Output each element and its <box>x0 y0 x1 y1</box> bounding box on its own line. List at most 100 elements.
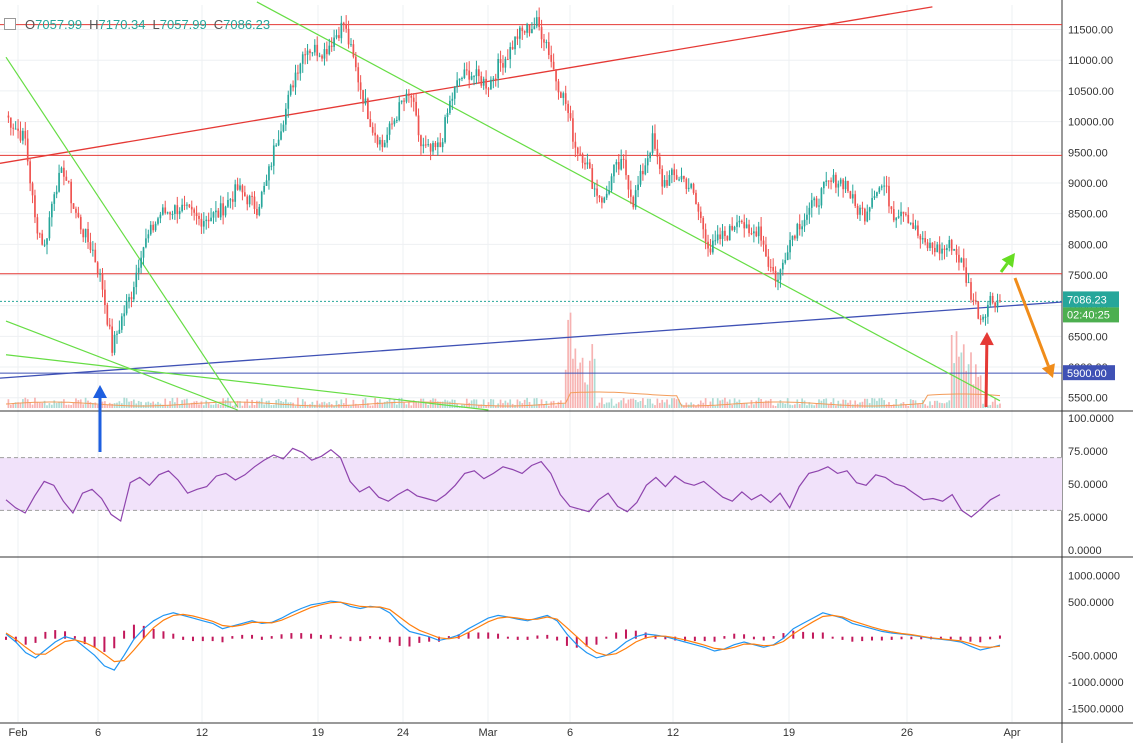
macd-histogram-bar <box>615 632 618 639</box>
macd-histogram-bar <box>260 636 263 640</box>
volume-bar <box>540 399 543 408</box>
volume-bar <box>895 399 898 408</box>
candle-body <box>499 59 502 64</box>
rsi-pane[interactable] <box>0 447 1062 522</box>
volume-bar <box>408 402 410 408</box>
macd-histogram-bar <box>949 636 952 640</box>
candle-body <box>837 183 840 188</box>
candle-body <box>176 205 179 215</box>
volume-bar <box>967 364 970 408</box>
volume-bar <box>769 398 772 408</box>
candle-body <box>760 226 762 241</box>
candle-body <box>379 139 381 145</box>
volume-bar <box>784 403 787 408</box>
volume-bar <box>145 402 147 408</box>
candle-body <box>526 24 528 33</box>
macd-pane[interactable] <box>5 600 1001 671</box>
volume-bar <box>666 399 668 408</box>
candle-body <box>251 195 253 197</box>
candle-body <box>965 267 968 283</box>
macd-histogram-bar <box>910 636 913 640</box>
volume-bar <box>164 398 167 408</box>
volume-bar <box>58 401 60 408</box>
volume-bar <box>311 401 314 408</box>
candle-body <box>946 248 948 251</box>
volume-bar <box>890 405 893 408</box>
macd-histogram-bar <box>34 636 37 643</box>
volume-bar <box>779 400 782 408</box>
candle-body <box>632 196 635 208</box>
candle-body <box>234 184 237 202</box>
price-tick-label: 9500.00 <box>1068 147 1108 159</box>
volume-bar <box>285 399 287 408</box>
rsi-tick-label: 25.0000 <box>1068 512 1108 524</box>
candle-body <box>371 126 374 133</box>
time-axis[interactable]: Feb 6 12 19 24 Mar 6 12 19 26 Apr <box>9 727 1021 739</box>
volume-bar <box>424 402 427 408</box>
candle-body <box>408 93 410 96</box>
candle-body <box>540 26 543 40</box>
volume-bar <box>96 404 99 408</box>
macd-histogram-bar <box>664 636 667 640</box>
macd-histogram-bar <box>841 636 844 640</box>
candle-body <box>974 300 977 302</box>
volume-bar <box>586 384 589 408</box>
volume-bar <box>736 401 738 408</box>
volume-bar <box>519 401 521 408</box>
macd-histogram-bar <box>556 636 559 641</box>
volume-bar <box>955 331 958 408</box>
legend-toggle-icon[interactable] <box>4 18 16 30</box>
volume-bar <box>46 405 48 408</box>
volume-bar <box>658 402 661 408</box>
candle-body <box>663 180 666 187</box>
candle-body <box>569 113 572 119</box>
macd-histogram-bar <box>123 630 126 639</box>
candle-body <box>94 249 97 263</box>
volume-bar <box>157 401 159 408</box>
candle-body <box>297 72 299 74</box>
candle-body <box>116 333 118 335</box>
candle-body <box>333 37 335 47</box>
rsi-tick-label: 100.0000 <box>1068 413 1114 425</box>
price-tick-label: 8500.00 <box>1068 209 1108 221</box>
volume-bar <box>603 404 606 408</box>
volume-bar <box>970 352 972 408</box>
volume-bar <box>48 403 51 408</box>
volume-bar <box>463 404 466 408</box>
volume-bar <box>572 358 574 408</box>
candle-body <box>702 218 705 230</box>
rsi-tick-label: 0.0000 <box>1068 545 1102 557</box>
candle-body <box>847 180 849 192</box>
volume-bar <box>552 400 555 408</box>
candle-body <box>733 226 736 230</box>
candle-body <box>692 183 695 193</box>
candle-body <box>128 297 130 302</box>
candle-body <box>31 183 34 196</box>
candle-body <box>977 301 980 319</box>
candle-body <box>972 299 975 301</box>
candlesticks[interactable] <box>7 7 1001 357</box>
candle-body <box>649 153 651 159</box>
candle-body <box>803 219 806 227</box>
macd-histogram-bar <box>880 636 883 641</box>
candle-body <box>784 260 787 263</box>
candle-body <box>948 240 951 249</box>
ohlc-legend: O7057.99 H7170.34 L7057.99 C7086.23 <box>4 15 270 33</box>
volume-bar <box>538 404 541 408</box>
volume-bar <box>347 405 350 408</box>
red-up-arrow <box>979 332 994 408</box>
volume-bar <box>588 360 591 408</box>
volume-bar <box>931 404 934 408</box>
candle-body <box>340 22 343 39</box>
macd-histogram-bar <box>428 636 431 642</box>
volume-bar <box>933 400 936 408</box>
volume-bar <box>304 401 306 408</box>
volume-bar <box>475 399 478 408</box>
volume-bar <box>89 402 92 408</box>
candle-body <box>714 240 717 242</box>
candle-body <box>813 198 816 201</box>
macd-histogram-bar <box>300 633 303 639</box>
candle-body <box>890 206 893 210</box>
candle-body <box>174 205 176 215</box>
